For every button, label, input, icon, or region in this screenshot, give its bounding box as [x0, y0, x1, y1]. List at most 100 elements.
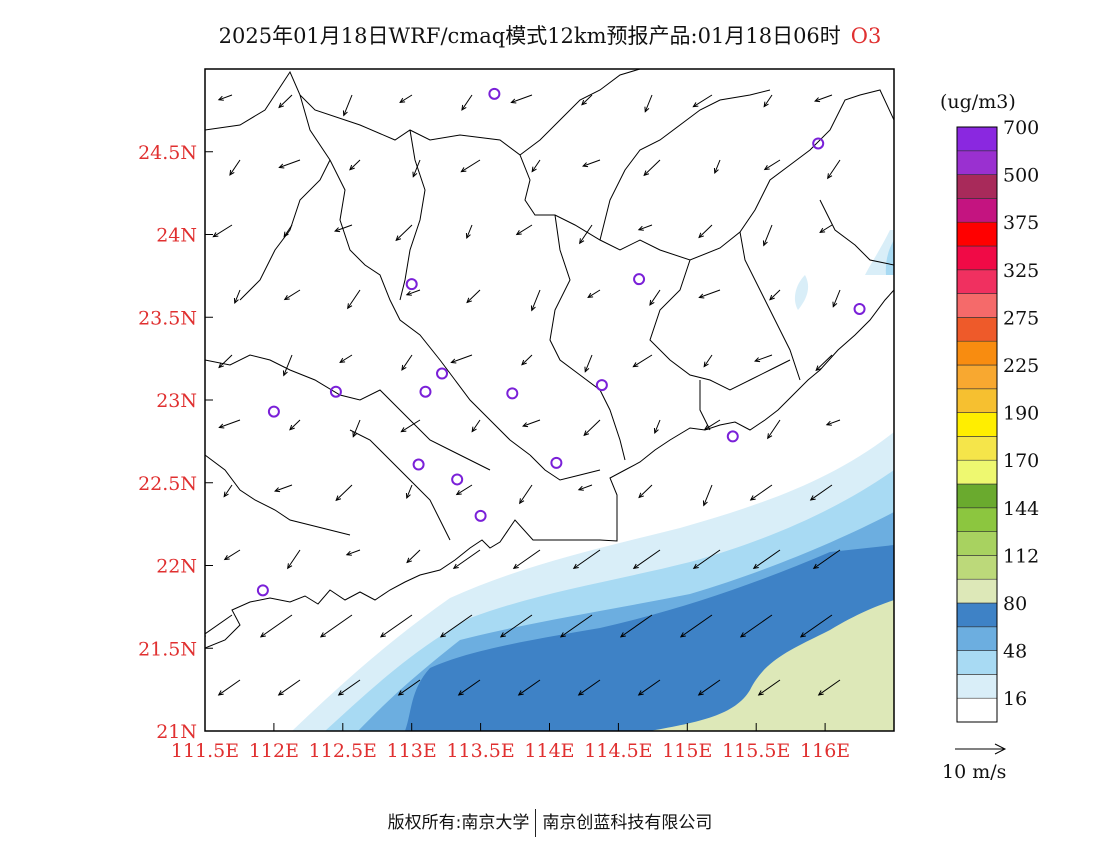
wind-arrow — [643, 159, 661, 176]
wind-arrowhead — [233, 297, 239, 305]
coastline — [205, 289, 894, 649]
wind-arrowhead — [531, 166, 537, 173]
station-marker — [436, 367, 449, 380]
wind-arrowhead — [762, 240, 768, 247]
wind-arrowhead — [229, 169, 235, 176]
wind-arrow — [583, 419, 601, 436]
wind-arrow — [260, 614, 293, 638]
wind-arrowhead — [406, 557, 412, 564]
wind-arrow — [763, 224, 773, 246]
x-axis-ticks: 111.5E 112E 112.5E 113E 113.5E 114E 114.5E 115E… — [171, 723, 850, 762]
city-line-11 — [529, 454, 601, 481]
wind-arrow — [511, 94, 533, 103]
wind-arrow — [399, 94, 413, 103]
wind-arrowhead — [643, 170, 650, 177]
wind-arrow — [814, 94, 833, 102]
wind-arrowhead — [827, 173, 833, 180]
wind-arrowhead — [752, 563, 759, 570]
legend-swatch — [956, 650, 998, 675]
station-marker — [451, 473, 464, 486]
wind-arrowhead — [439, 632, 446, 638]
wind-arrow — [395, 224, 413, 241]
legend-swatch — [956, 245, 998, 271]
wind-arrow — [278, 679, 301, 696]
wind-arrow — [638, 679, 661, 696]
wind-arrow — [456, 484, 473, 495]
wind-arrowhead — [819, 227, 826, 234]
wind-arrow — [800, 614, 833, 638]
wind-arrowhead — [749, 495, 756, 501]
legend-label: 500 — [1003, 165, 1039, 187]
wind-arrowhead — [499, 632, 506, 638]
legend-swatch — [956, 293, 998, 318]
wind-arrowhead — [466, 297, 472, 304]
wind-arrow — [352, 419, 361, 437]
wind-arrow — [573, 549, 601, 569]
legend-swatch — [956, 578, 998, 604]
legend-swatch — [956, 674, 998, 699]
wind-arrowhead — [223, 555, 230, 561]
legend-label: 80 — [1003, 593, 1027, 615]
wind-arrow — [531, 159, 541, 172]
wind-arrowhead — [217, 690, 224, 696]
species-label: O3 — [850, 24, 882, 48]
legend-label: 16 — [1003, 688, 1027, 710]
wind-arrow — [758, 679, 781, 696]
wind-arrowhead — [754, 357, 761, 363]
wind-arrowhead — [698, 293, 705, 299]
prov-line-north — [205, 70, 894, 261]
wind-arrow — [582, 159, 601, 167]
station-marker — [595, 379, 608, 392]
wind-arrowhead — [457, 690, 464, 696]
wind-arrow — [578, 679, 601, 696]
wind-arrowhead — [349, 164, 355, 171]
y-tick-label: 21.5N — [138, 638, 197, 660]
legend-swatch — [956, 602, 998, 628]
wind-arrowhead — [521, 359, 527, 366]
monitoring-stations — [256, 87, 866, 597]
wind-arrowhead — [713, 167, 719, 175]
wind-arrowhead — [649, 299, 655, 306]
y-tick-label: 24.5N — [138, 142, 197, 164]
wind-arrow — [283, 354, 293, 376]
wind-arrow — [334, 224, 353, 232]
wind-arrow — [769, 289, 781, 301]
legend-label: 170 — [1003, 450, 1039, 472]
wind-arrowhead — [283, 231, 289, 238]
station-marker — [412, 458, 425, 471]
station-marker — [726, 430, 739, 443]
legend-label: 375 — [1003, 212, 1039, 234]
wind-arrow — [513, 549, 541, 569]
legend-swatch — [956, 436, 998, 461]
wind-arrow — [278, 94, 293, 108]
wind-arrowhead — [767, 433, 773, 440]
wind-arrowhead — [814, 97, 821, 103]
wind-arrowhead — [450, 358, 457, 364]
station-marker — [405, 278, 418, 291]
y-axis-ticks: 21N 21.5N 22N 22.5N 23N 23.5N 24N 24.5N — [138, 142, 213, 743]
copyright-right: 南京创蓝科技有限公司 — [542, 813, 713, 833]
x-tick-label: 115E — [662, 740, 712, 762]
wind-arrow — [579, 224, 593, 244]
legend-swatch — [956, 626, 998, 651]
wind-arrow — [649, 289, 661, 306]
legend-labels: 16 48 80 112 144 170 190 225 275 325 375 500 700 — [1003, 117, 1039, 710]
legend-swatch — [956, 340, 998, 366]
band-ne-patch-2 — [885, 240, 894, 275]
wind-arrow — [680, 614, 713, 638]
wind-arrow — [279, 159, 301, 168]
city-line-12 — [239, 159, 331, 301]
wind-scale-arrowhead — [994, 743, 1007, 755]
legend-unit: (ug/m3) — [940, 91, 1016, 113]
wind-arrow — [714, 159, 721, 174]
wind-arrowhead — [405, 492, 411, 500]
wind-arrow — [698, 679, 721, 696]
legend-swatch — [956, 198, 998, 223]
wind-arrow — [320, 614, 353, 638]
wind-arrow — [406, 289, 421, 296]
wind-arrowhead — [583, 430, 590, 437]
wind-arrow — [699, 289, 721, 298]
wind-vectors — [205, 94, 841, 696]
wind-arrowhead — [465, 232, 471, 240]
wind-arrowhead — [619, 632, 626, 638]
